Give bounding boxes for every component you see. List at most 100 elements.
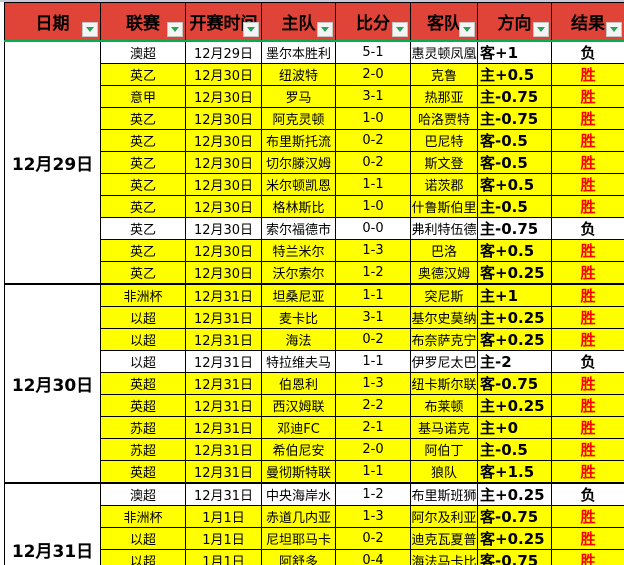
cell-home-team[interactable]: 尼坦耶马卡 [261, 527, 336, 550]
cell-direction[interactable]: 客+0.5 [477, 239, 552, 262]
cell-result[interactable]: 胜 [551, 173, 624, 196]
filter-button-away[interactable] [459, 22, 475, 37]
cell-league[interactable]: 英乙 [100, 129, 186, 152]
cell-home-team[interactable]: 格林斯比 [261, 195, 336, 218]
cell-score[interactable]: 1-2 [335, 482, 411, 506]
cell-result[interactable]: 胜 [551, 328, 624, 351]
cell-result[interactable]: 胜 [551, 107, 624, 130]
filter-button-direction[interactable] [533, 22, 549, 37]
cell-away-team[interactable]: 热那亚 [410, 85, 478, 108]
cell-league[interactable]: 英乙 [100, 63, 186, 86]
cell-direction[interactable]: 主+0.5 [477, 63, 552, 86]
cell-away-team[interactable]: 基尔史莫纳 [410, 306, 478, 329]
cell-league[interactable]: 以超 [100, 328, 186, 351]
cell-score[interactable]: 5-1 [335, 40, 411, 64]
cell-result[interactable]: 胜 [551, 394, 624, 417]
cell-score[interactable]: 1-1 [335, 460, 411, 484]
cell-league[interactable]: 英乙 [100, 107, 186, 130]
cell-direction[interactable]: 主-2 [477, 350, 552, 373]
cell-result[interactable]: 负 [551, 482, 624, 506]
cell-result[interactable]: 胜 [551, 527, 624, 550]
filter-button-result[interactable] [606, 22, 622, 37]
cell-score[interactable]: 1-3 [335, 372, 411, 395]
cell-home-team[interactable]: 特拉维夫马 [261, 350, 336, 373]
cell-away-team[interactable]: 布莱顿 [410, 394, 478, 417]
cell-start-time[interactable]: 12月31日 [185, 328, 262, 351]
cell-start-time[interactable]: 12月31日 [185, 372, 262, 395]
cell-result[interactable]: 胜 [551, 460, 624, 484]
cell-result[interactable]: 胜 [551, 372, 624, 395]
cell-score[interactable]: 1-0 [335, 107, 411, 130]
cell-result[interactable]: 胜 [551, 416, 624, 439]
cell-home-team[interactable]: 伯恩利 [261, 372, 336, 395]
cell-away-team[interactable]: 伊罗尼太巴 [410, 350, 478, 373]
cell-home-team[interactable]: 坦桑尼亚 [261, 283, 336, 307]
cell-result[interactable]: 胜 [551, 505, 624, 528]
filter-button-time[interactable] [243, 22, 259, 37]
cell-league[interactable]: 以超 [100, 549, 186, 565]
filter-button-home[interactable] [317, 22, 333, 37]
cell-home-team[interactable]: 阿舒多 [261, 549, 336, 565]
date-group-label[interactable]: 12月31日 [4, 482, 101, 565]
cell-home-team[interactable]: 沃尔索尔 [261, 261, 336, 285]
column-header-score[interactable]: 比分 [335, 2, 411, 42]
cell-away-team[interactable]: 突尼斯 [410, 283, 478, 307]
cell-result[interactable]: 负 [551, 40, 624, 64]
cell-home-team[interactable]: 海法 [261, 328, 336, 351]
cell-away-team[interactable]: 斯文登 [410, 151, 478, 174]
cell-direction[interactable]: 客+0.25 [477, 527, 552, 550]
cell-home-team[interactable]: 赤道几内亚 [261, 505, 336, 528]
cell-result[interactable]: 胜 [551, 261, 624, 285]
cell-start-time[interactable]: 12月30日 [185, 195, 262, 218]
column-header-result[interactable]: 结果 [551, 2, 624, 42]
cell-away-team[interactable]: 布里斯班狮 [410, 482, 478, 506]
cell-direction[interactable]: 主-0.75 [477, 107, 552, 130]
cell-direction[interactable]: 客+0.25 [477, 261, 552, 285]
cell-league[interactable]: 非洲杯 [100, 283, 186, 307]
cell-start-time[interactable]: 12月31日 [185, 283, 262, 307]
cell-direction[interactable]: 主-0.75 [477, 85, 552, 108]
cell-start-time[interactable]: 12月31日 [185, 306, 262, 329]
cell-score[interactable]: 1-1 [335, 350, 411, 373]
cell-direction[interactable]: 主+0.25 [477, 482, 552, 506]
cell-league[interactable]: 以超 [100, 527, 186, 550]
cell-direction[interactable]: 客-0.75 [477, 549, 552, 565]
cell-away-team[interactable]: 巴尼特 [410, 129, 478, 152]
cell-league[interactable]: 英超 [100, 394, 186, 417]
cell-league[interactable]: 以超 [100, 350, 186, 373]
column-header-time[interactable]: 开赛时间 [185, 2, 262, 42]
cell-league[interactable]: 英乙 [100, 239, 186, 262]
cell-start-time[interactable]: 12月30日 [185, 151, 262, 174]
cell-away-team[interactable]: 弗利特伍德 [410, 217, 478, 240]
cell-home-team[interactable]: 曼彻斯特联 [261, 460, 336, 484]
cell-direction[interactable]: 客+1.5 [477, 460, 552, 484]
cell-league[interactable]: 澳超 [100, 482, 186, 506]
filter-button-league[interactable] [167, 22, 183, 37]
cell-league[interactable]: 英乙 [100, 173, 186, 196]
cell-result[interactable]: 胜 [551, 239, 624, 262]
cell-league[interactable]: 英超 [100, 372, 186, 395]
cell-away-team[interactable]: 阿尔及利亚 [410, 505, 478, 528]
cell-start-time[interactable]: 1月1日 [185, 549, 262, 565]
cell-league[interactable]: 澳超 [100, 40, 186, 64]
cell-direction[interactable]: 客+0.5 [477, 173, 552, 196]
cell-start-time[interactable]: 12月31日 [185, 416, 262, 439]
cell-score[interactable]: 1-3 [335, 239, 411, 262]
cell-away-team[interactable]: 巴洛 [410, 239, 478, 262]
cell-score[interactable]: 0-4 [335, 549, 411, 565]
cell-home-team[interactable]: 希伯尼安 [261, 438, 336, 461]
cell-start-time[interactable]: 12月29日 [185, 40, 262, 64]
cell-score[interactable]: 2-0 [335, 438, 411, 461]
cell-home-team[interactable]: 阿克灵顿 [261, 107, 336, 130]
cell-score[interactable]: 1-3 [335, 505, 411, 528]
date-group-label[interactable]: 12月30日 [4, 283, 101, 484]
cell-home-team[interactable]: 索尔福德市 [261, 217, 336, 240]
cell-score[interactable]: 1-1 [335, 283, 411, 307]
cell-direction[interactable]: 主+0 [477, 416, 552, 439]
cell-home-team[interactable]: 墨尔本胜利 [261, 40, 336, 64]
cell-away-team[interactable]: 狼队 [410, 460, 478, 484]
cell-away-team[interactable]: 阿伯丁 [410, 438, 478, 461]
cell-score[interactable]: 2-1 [335, 416, 411, 439]
filter-button-score[interactable] [392, 22, 408, 37]
cell-start-time[interactable]: 12月30日 [185, 107, 262, 130]
